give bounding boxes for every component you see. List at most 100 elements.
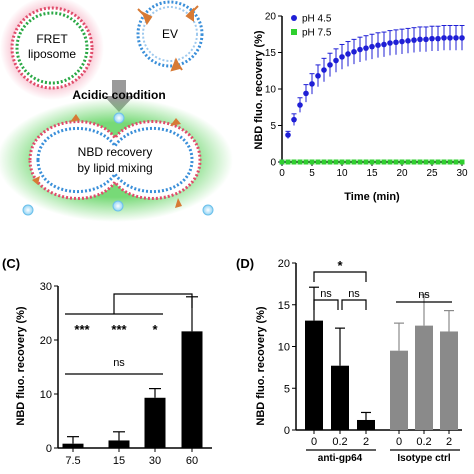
group-label: Isotype ctrl xyxy=(397,453,451,464)
protein-icon xyxy=(175,198,182,208)
significance-label: ns xyxy=(348,288,360,300)
data-point xyxy=(381,159,387,165)
data-point xyxy=(393,39,399,46)
protein-icon xyxy=(137,8,153,26)
data-point xyxy=(459,159,465,165)
data-point xyxy=(309,159,315,165)
chart-c-marks: 7.5 15 30 60 xyxy=(62,296,203,467)
significance-bracket xyxy=(313,271,367,282)
data-point xyxy=(291,159,297,165)
chart-d-panel-label: (D) xyxy=(236,256,254,271)
x-tick-label: 0.2 xyxy=(332,436,347,448)
bar xyxy=(144,397,166,448)
data-point xyxy=(453,35,459,41)
data-point xyxy=(315,159,321,165)
chart-d-annotations: * ns ns ns xyxy=(313,258,452,310)
x-tick-label: 2 xyxy=(446,436,452,448)
y-tick-label: 20 xyxy=(40,335,52,347)
x-tick-label: 10 xyxy=(336,168,348,179)
y-tick-label: 30 xyxy=(40,281,52,293)
data-point xyxy=(345,159,351,165)
data-point xyxy=(411,37,417,43)
data-point xyxy=(363,45,369,51)
y-tick-label: 20 xyxy=(278,258,290,270)
data-point xyxy=(351,159,357,165)
protein-icon xyxy=(32,176,40,185)
x-tick-label: 60 xyxy=(186,455,198,467)
protein-icon xyxy=(185,5,199,22)
data-point xyxy=(369,43,375,50)
bar xyxy=(108,440,130,448)
bud-icon xyxy=(113,112,125,124)
chart-b-xlabel: Time (min) xyxy=(344,191,400,203)
data-point xyxy=(399,38,405,45)
x-tick-label: 2 xyxy=(363,436,369,448)
panel-a-schematic: FRET liposome EV Acidic condition NBD re… xyxy=(0,0,233,222)
data-point xyxy=(417,36,423,43)
data-point xyxy=(315,73,321,79)
y-tick-label: 10 xyxy=(265,85,277,96)
data-point xyxy=(363,159,369,165)
chart-b-legend: pH 4.5 pH 7.5 xyxy=(291,14,332,39)
y-tick-label: 15 xyxy=(278,300,290,312)
result-label-line1: NBD recovery xyxy=(78,145,153,159)
x-tick-label: 20 xyxy=(396,168,408,179)
y-tick-label: 0 xyxy=(284,425,290,437)
data-point xyxy=(351,48,357,55)
data-point xyxy=(435,35,441,42)
data-point xyxy=(339,54,345,60)
fused-vesicle-illustration: NBD recovery by lipid mixing xyxy=(0,98,233,222)
acidic-condition-label: Acidic condition xyxy=(72,88,165,102)
x-tick-label: 15 xyxy=(113,455,125,467)
x-tick-label: 0.2 xyxy=(416,436,431,448)
data-point xyxy=(447,35,453,41)
bar xyxy=(305,320,323,430)
chart-b: 0 5 10 15 20 25 30 0 5 10 15 20 pH 4.5 pH 7.5 Time (… xyxy=(253,12,468,204)
bar xyxy=(440,331,458,430)
data-point xyxy=(291,116,297,123)
data-point xyxy=(357,46,363,53)
significance-label: ns xyxy=(418,289,430,301)
data-point xyxy=(459,35,465,41)
y-tick-label: 0 xyxy=(46,443,52,455)
data-point xyxy=(327,159,333,165)
bar xyxy=(415,325,433,430)
significance-bracket xyxy=(113,293,193,314)
data-point xyxy=(333,57,339,64)
chart-b-ylabel: NBD fluo. recovery (%) xyxy=(253,30,265,150)
protein-icon xyxy=(170,118,181,126)
bar xyxy=(357,419,375,430)
y-tick-label: 0 xyxy=(270,158,276,169)
data-point xyxy=(321,67,327,73)
data-point xyxy=(297,102,303,108)
x-tick-label: 30 xyxy=(456,168,468,179)
significance-label: *** xyxy=(74,322,90,337)
fret-label-line1: FRET xyxy=(36,32,68,46)
significance-label: ns xyxy=(113,357,125,369)
chart-d-ylabel: NBD fluo. recovery (%) xyxy=(255,306,267,426)
data-point xyxy=(327,62,333,68)
legend-label: pH 7.5 xyxy=(302,28,332,39)
legend-marker xyxy=(291,29,297,35)
x-tick-label: 30 xyxy=(149,455,161,467)
data-point xyxy=(333,159,339,165)
data-point xyxy=(279,159,285,165)
data-point xyxy=(447,159,453,165)
data-point xyxy=(345,51,351,57)
data-point xyxy=(303,159,309,165)
chart-c-axes: 0 10 20 30 xyxy=(40,281,212,455)
bar xyxy=(390,350,408,430)
data-point xyxy=(453,159,459,165)
y-tick-label: 5 xyxy=(284,383,290,395)
data-point xyxy=(435,159,441,165)
data-point xyxy=(423,36,429,43)
data-point xyxy=(405,38,411,44)
y-tick-label: 10 xyxy=(278,342,290,354)
significance-label: ns xyxy=(320,288,332,300)
data-point xyxy=(375,159,381,165)
data-point xyxy=(429,159,435,165)
x-tick-label: 0 xyxy=(311,436,317,448)
